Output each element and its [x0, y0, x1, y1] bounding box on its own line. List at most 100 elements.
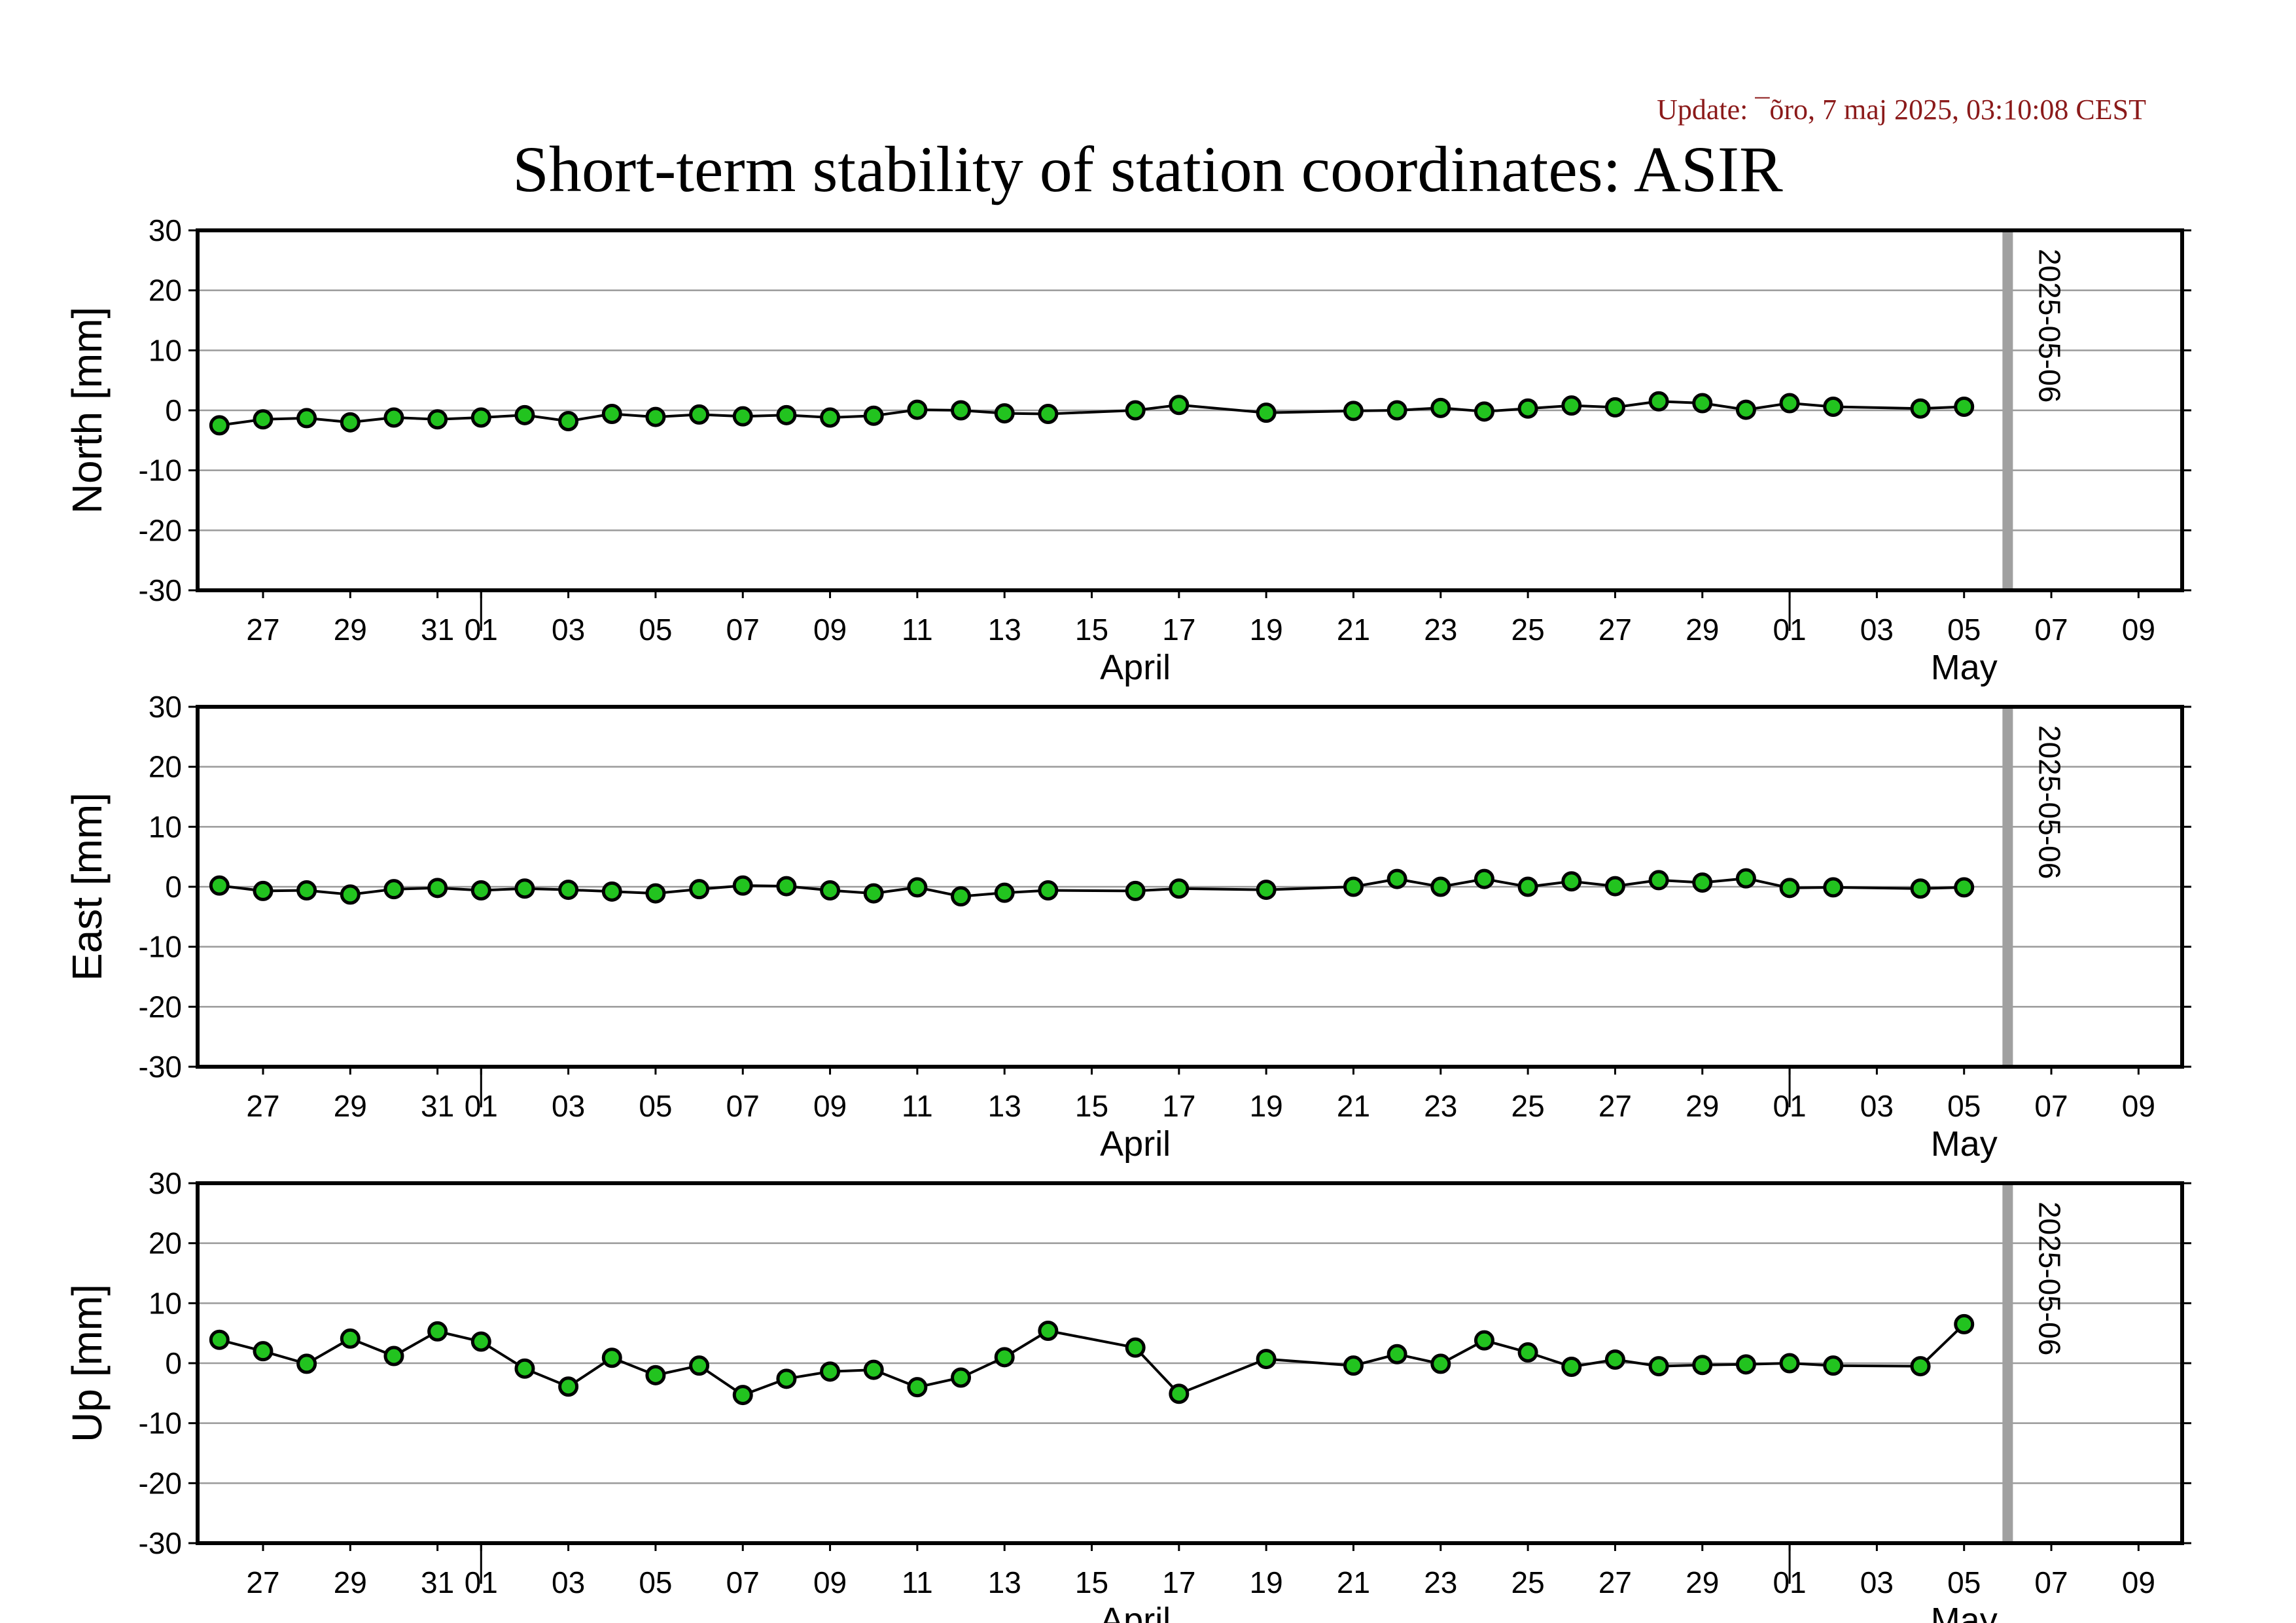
up-data-point: [1735, 1354, 1756, 1375]
east-data-point: [1910, 878, 1931, 899]
up-data-point: [1343, 1355, 1364, 1376]
up-data-point: [1692, 1355, 1713, 1376]
up-data-point: [732, 1385, 753, 1406]
east-xtick-label: 27: [1598, 1089, 1632, 1123]
north-data-point: [645, 406, 666, 427]
east-ytick-label: 10: [149, 810, 182, 844]
up-ytick-label: -10: [139, 1406, 182, 1440]
north-xtick-label: 29: [1686, 613, 1719, 647]
east-ytick-label: 0: [165, 870, 182, 904]
north-xtick-label: 07: [2034, 613, 2068, 647]
north-data-point: [383, 407, 404, 428]
east-data-point: [776, 876, 797, 897]
up-month-label: April: [1100, 1601, 1171, 1623]
north-data-point: [1561, 395, 1582, 416]
up-ytick-label: 10: [149, 1286, 182, 1320]
north-data-point: [1430, 397, 1451, 418]
north-ytick-label: -30: [139, 573, 182, 607]
up-ytick-label: 0: [165, 1346, 182, 1380]
up-data-point: [1430, 1353, 1451, 1374]
up-xtick-label: 29: [334, 1565, 367, 1599]
east-data-point: [383, 879, 404, 900]
north-data-point: [1256, 402, 1277, 423]
east-data-point: [951, 886, 972, 907]
up-data-point: [1823, 1355, 1844, 1376]
up-data-point: [645, 1364, 666, 1385]
east-data-point: [558, 880, 579, 901]
east-data-point: [689, 879, 710, 900]
east-data-point: [601, 881, 622, 902]
north-data-point: [253, 409, 274, 430]
north-data-point: [340, 412, 361, 433]
east-xtick-label: 05: [639, 1089, 672, 1123]
up-ylabel: Up [mm]: [63, 1284, 111, 1442]
north-xtick-label: 21: [1337, 613, 1370, 647]
east-current-date-label: 2025-05-06: [2032, 725, 2066, 879]
up-data-point: [558, 1376, 579, 1397]
east-xtick-label: 07: [2034, 1089, 2068, 1123]
east-xtick-label: 19: [1250, 1089, 1283, 1123]
north-xtick-label: 29: [334, 613, 367, 647]
east-data-point: [514, 878, 535, 899]
up-data-point: [1386, 1344, 1407, 1364]
up-ytick-label: -20: [139, 1466, 182, 1500]
east-panel: 2025-05-06 -30 -20 -10 0 10 20 30 East [mm] 27 29 3…: [63, 690, 2191, 1164]
update-timestamp: Update: ¯õro, 7 maj 2025, 03:10:08 CEST: [1657, 94, 2146, 126]
east-data-point: [1474, 868, 1494, 889]
east-xtick-label: 27: [246, 1089, 279, 1123]
north-xtick-label: 09: [2122, 613, 2155, 647]
up-xtick-label: 29: [1686, 1565, 1719, 1599]
up-xtick-label: 11: [902, 1565, 933, 1599]
east-xtick-label: 09: [813, 1089, 847, 1123]
north-xtick-label: 27: [1598, 613, 1632, 647]
up-data-point: [994, 1347, 1015, 1368]
east-data-point: [1648, 870, 1669, 891]
up-data-point: [1474, 1330, 1494, 1351]
up-data-point: [296, 1353, 317, 1374]
up-data-point: [209, 1329, 230, 1350]
north-xtick-label: 05: [1947, 613, 1981, 647]
north-xtick-label: 11: [902, 613, 933, 647]
north-data-point: [951, 400, 972, 421]
east-data-point: [1125, 880, 1146, 901]
east-xtick-label: 31: [421, 1089, 454, 1123]
east-xtick-label: 05: [1947, 1089, 1981, 1123]
east-xtick-label: 21: [1337, 1089, 1370, 1123]
east-xtick-label: 23: [1424, 1089, 1457, 1123]
up-data-point: [820, 1361, 841, 1382]
up-xtick-label: 07: [726, 1565, 760, 1599]
east-xtick-label: 15: [1075, 1089, 1108, 1123]
north-panel: 2025-05-06 -30 -20 -10 0 10 20 30 North [mm] 27 29…: [63, 213, 2191, 687]
east-ytick-label: 30: [149, 690, 182, 724]
east-xtick-label: 03: [552, 1089, 585, 1123]
up-xtick-label: 07: [2034, 1565, 2068, 1599]
up-data-point: [601, 1347, 622, 1368]
up-ytick-label: 30: [149, 1166, 182, 1200]
east-xtick-label: 11: [902, 1089, 933, 1123]
east-data-point: [1692, 872, 1713, 893]
north-ytick-label: -10: [139, 454, 182, 488]
north-data-point: [1823, 397, 1844, 417]
north-xtick-label: 25: [1511, 613, 1545, 647]
up-xtick-label: 03: [1860, 1565, 1894, 1599]
north-data-point: [1735, 399, 1756, 420]
north-data-point: [994, 403, 1015, 424]
north-data-point: [1779, 393, 1800, 414]
north-xtick-label: 13: [988, 613, 1021, 647]
north-data-point: [776, 404, 797, 425]
up-data-point: [863, 1359, 884, 1380]
north-data-point: [558, 411, 579, 431]
north-month-label: April: [1100, 648, 1171, 687]
east-data-point: [209, 875, 230, 896]
up-data-point: [1954, 1313, 1975, 1334]
north-ytick-label: 20: [149, 274, 182, 308]
up-data-point: [951, 1367, 972, 1388]
north-data-point: [907, 399, 928, 420]
north-xtick-label: 19: [1250, 613, 1283, 647]
east-xtick-label: 29: [334, 1089, 367, 1123]
up-data-point: [1910, 1356, 1931, 1377]
north-ylabel: North [mm]: [63, 307, 111, 514]
north-xtick-label: 23: [1424, 613, 1457, 647]
up-data-point: [907, 1377, 928, 1398]
north-data-point: [1474, 401, 1494, 422]
